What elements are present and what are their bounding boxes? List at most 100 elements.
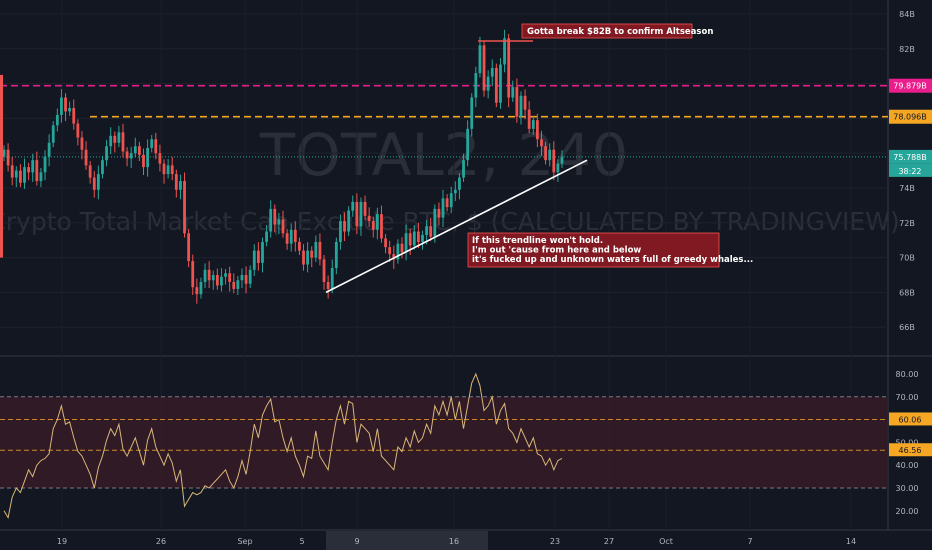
x-tick-label: 23 bbox=[550, 537, 560, 546]
candle-body bbox=[466, 128, 470, 161]
candle-body bbox=[552, 149, 556, 173]
candle-body bbox=[232, 281, 236, 289]
y-tick-label: 70B bbox=[899, 254, 915, 263]
y-tick-label: 84B bbox=[899, 10, 915, 19]
watermark-symbol: TOTAL2, 240 bbox=[259, 121, 628, 189]
rsi-tick-label: 80.00 bbox=[896, 370, 919, 379]
y-tick-label: 66B bbox=[899, 323, 915, 332]
candle-body bbox=[187, 233, 191, 262]
main-pane bbox=[0, 0, 888, 355]
candle-body bbox=[548, 149, 552, 161]
candle-body bbox=[347, 210, 351, 232]
candle-body bbox=[68, 107, 72, 112]
candle-body bbox=[31, 160, 35, 173]
candle-body bbox=[441, 198, 445, 218]
candle-body bbox=[478, 45, 482, 74]
candle-body bbox=[191, 261, 195, 288]
candle-body bbox=[437, 208, 441, 218]
candle-body bbox=[203, 269, 207, 282]
candle-body bbox=[425, 226, 429, 235]
candle-body bbox=[396, 243, 400, 260]
candle-body bbox=[60, 97, 63, 115]
candle-body bbox=[544, 146, 547, 161]
rsi-band-fill bbox=[0, 396, 888, 488]
candle-body bbox=[511, 87, 515, 98]
candle-body bbox=[19, 170, 22, 183]
candle-body bbox=[179, 181, 182, 190]
candle-body bbox=[92, 177, 96, 190]
candle-body bbox=[289, 229, 293, 244]
x-tick-label: 16 bbox=[449, 537, 459, 546]
candle-body bbox=[298, 241, 301, 251]
candle-body bbox=[503, 38, 506, 65]
countdown-bg bbox=[889, 163, 932, 177]
level-tag-label: 75.788B bbox=[893, 153, 926, 162]
x-tick-label: Sep bbox=[237, 537, 252, 546]
annotation-box-top bbox=[521, 23, 693, 39]
candle-body bbox=[351, 201, 355, 211]
candle-body bbox=[23, 167, 26, 183]
annotation-text: Gotta break $82B to confirm Altseason bbox=[527, 27, 713, 37]
candle-body bbox=[334, 241, 338, 269]
candle-body bbox=[224, 273, 227, 277]
candle-body bbox=[146, 147, 150, 168]
candle-body bbox=[392, 254, 396, 260]
x-tick-label: 26 bbox=[156, 537, 166, 546]
rsi-tag-label: 46.56 bbox=[899, 446, 922, 455]
candle-body bbox=[109, 135, 113, 147]
candle-body bbox=[133, 146, 137, 154]
candle-body bbox=[183, 181, 186, 234]
candle-body bbox=[371, 221, 375, 230]
rsi-tag-label: 60.06 bbox=[899, 415, 922, 424]
candle-body bbox=[416, 231, 420, 242]
candle-body bbox=[310, 250, 314, 258]
candle-body bbox=[314, 241, 318, 258]
x-tick-label: 9 bbox=[354, 537, 359, 546]
rsi-tick-label: 70.00 bbox=[896, 393, 919, 402]
candle-body bbox=[540, 139, 543, 147]
candle-body bbox=[449, 193, 453, 208]
candle-body bbox=[150, 139, 154, 148]
candle-body bbox=[220, 276, 223, 286]
candle-body bbox=[39, 172, 43, 182]
candle-body bbox=[252, 250, 256, 270]
candle-body bbox=[121, 132, 125, 152]
candle-body bbox=[458, 177, 461, 190]
rsi-tick-label: 50.00 bbox=[896, 438, 919, 447]
level-tag-label: 79.879B bbox=[893, 82, 926, 91]
candle-body bbox=[306, 250, 310, 265]
x-axis-highlight bbox=[326, 531, 488, 550]
candle-body bbox=[318, 241, 322, 260]
candle-body bbox=[560, 156, 564, 164]
candle-body bbox=[199, 281, 203, 295]
candle-body bbox=[535, 120, 539, 140]
candle-body bbox=[64, 97, 67, 112]
candle-body bbox=[400, 243, 404, 253]
candle-body bbox=[384, 238, 387, 248]
candle-body bbox=[531, 120, 535, 129]
candle-body bbox=[494, 67, 498, 103]
rsi-tick-label: 40.00 bbox=[896, 461, 919, 470]
candle-body bbox=[88, 165, 92, 178]
candle-body bbox=[166, 165, 170, 175]
candle-body bbox=[519, 95, 523, 117]
candle-body bbox=[35, 160, 39, 182]
candle-body bbox=[285, 233, 289, 244]
candle-body bbox=[142, 154, 145, 168]
candle-body bbox=[113, 135, 117, 143]
candle-body bbox=[363, 201, 367, 216]
candle-body bbox=[293, 229, 297, 242]
y-tick-label: 68B bbox=[899, 288, 915, 297]
candle-body bbox=[470, 97, 474, 129]
candle-body bbox=[195, 287, 199, 295]
candle-body bbox=[273, 208, 277, 225]
candle-body bbox=[359, 201, 363, 227]
candle-body bbox=[162, 163, 166, 175]
candle-body bbox=[412, 231, 416, 246]
y-tick-label: 82B bbox=[899, 45, 915, 54]
candle-body bbox=[355, 201, 359, 227]
candle-body bbox=[330, 268, 334, 289]
candle-body bbox=[117, 132, 121, 143]
